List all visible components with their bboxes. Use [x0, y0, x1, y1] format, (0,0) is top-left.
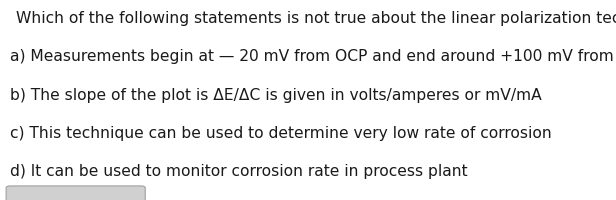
- FancyBboxPatch shape: [6, 186, 145, 200]
- Text: d) It can be used to monitor corrosion rate in process plant: d) It can be used to monitor corrosion r…: [10, 163, 468, 178]
- Text: c) This technique can be used to determine very low rate of corrosion: c) This technique can be used to determi…: [10, 125, 552, 140]
- Text: b) The slope of the plot is ΔE/ΔC is given in volts/amperes or mV/mA: b) The slope of the plot is ΔE/ΔC is giv…: [10, 87, 542, 102]
- Text: Which of the following statements is not true about the linear polarization tech: Which of the following statements is not…: [15, 11, 616, 26]
- Text: a) Measurements begin at — 20 mV from OCP and end around +100 mV from OCP: a) Measurements begin at — 20 mV from OC…: [10, 49, 616, 64]
